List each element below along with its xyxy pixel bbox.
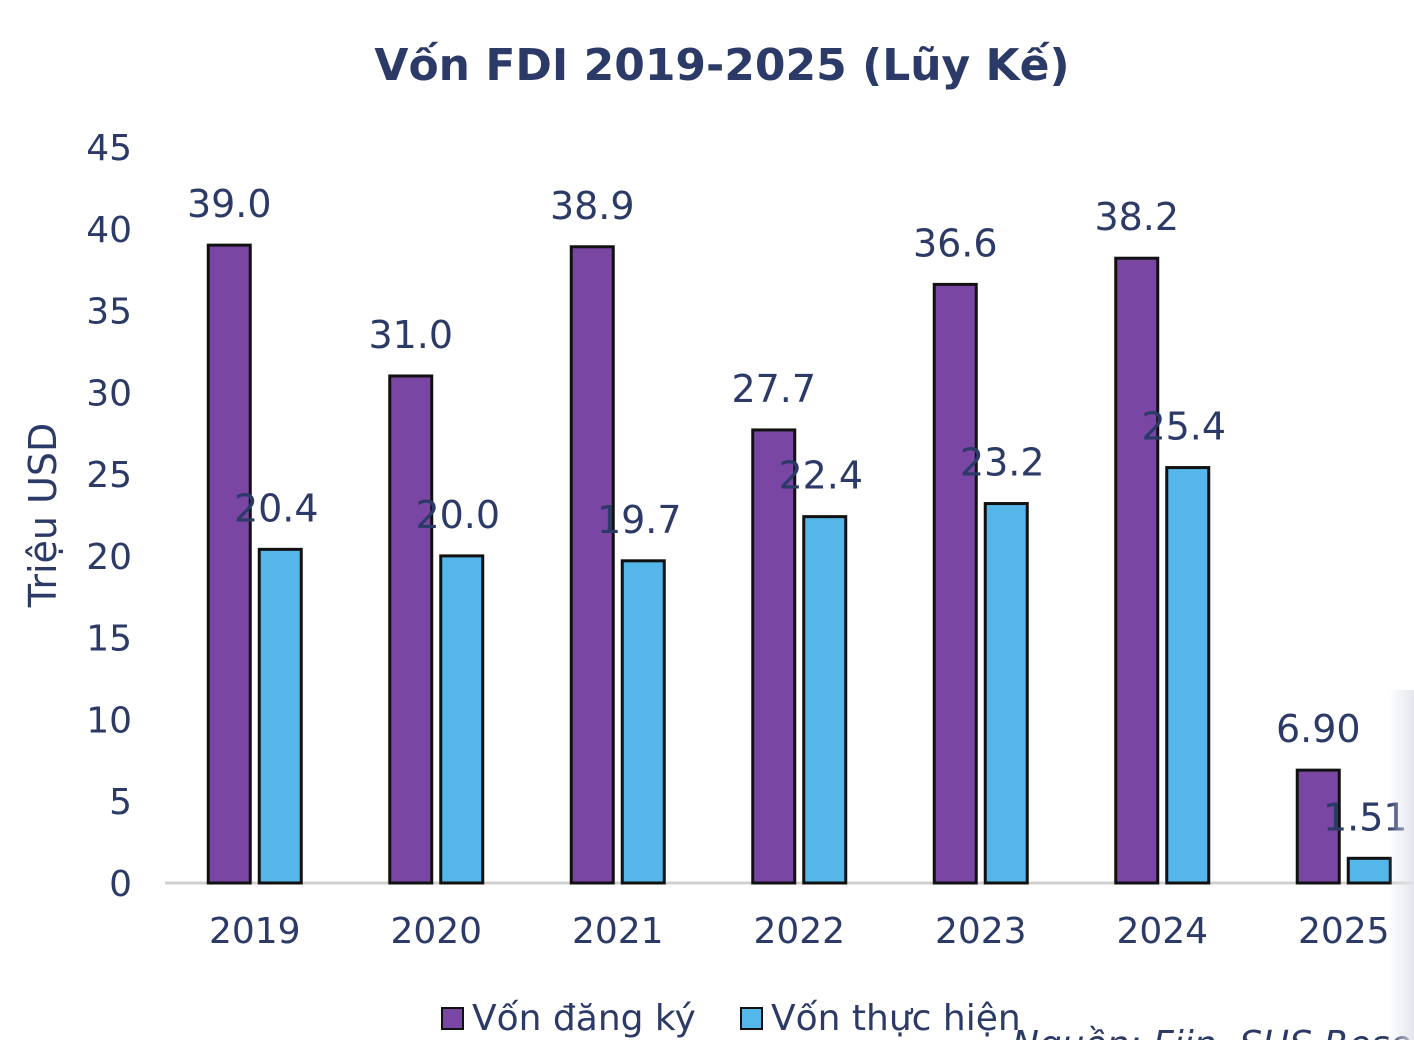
bar-disbursed [983, 502, 1029, 885]
bar-disbursed [620, 559, 666, 885]
x-tick-label: 2020 [390, 911, 482, 952]
y-tick-label: 10 [86, 700, 132, 741]
y-axis-label: Triệu USD [21, 423, 65, 609]
bar-disbursed [257, 547, 303, 885]
data-label-registered: 31.0 [368, 313, 453, 357]
y-tick-label: 25 [86, 455, 132, 496]
bar-registered [1295, 768, 1341, 885]
legend-swatch-disbursed [740, 1007, 763, 1030]
bar-group [206, 243, 1392, 885]
data-label-disbursed: 22.4 [778, 454, 863, 498]
data-label-registered: 38.9 [550, 184, 635, 228]
bar-registered [1114, 256, 1160, 885]
bar-registered [206, 243, 252, 885]
bar-registered [932, 282, 978, 885]
chart-title: Vốn FDI 2019-2025 (Lũy Kế) [374, 40, 1069, 91]
data-label-disbursed: 23.2 [960, 441, 1045, 485]
y-tick-group: 0 5 10 15 20 25 30 35 40 45 [86, 128, 132, 905]
bar-disbursed [1346, 856, 1392, 885]
bar-disbursed [802, 515, 848, 885]
bar-registered [388, 374, 434, 885]
y-tick-label: 5 [109, 782, 132, 823]
legend-label-disbursed: Vốn thực hiện [771, 998, 1021, 1039]
data-label-registered: 38.2 [1094, 195, 1179, 239]
data-label-registered: 39.0 [187, 182, 272, 226]
y-tick-label: 20 [86, 537, 132, 578]
legend-label-registered: Vốn đăng ký [472, 998, 696, 1039]
source-note: Nguồn: Fiin, SHS Resea [1012, 1024, 1414, 1040]
data-label-registered: 6.90 [1276, 707, 1361, 751]
x-tick-label: 2025 [1298, 911, 1390, 952]
x-tick-label: 2022 [753, 911, 845, 952]
x-tick-label: 2021 [572, 911, 664, 952]
bar-registered [751, 428, 797, 885]
y-tick-label: 45 [86, 128, 132, 169]
y-tick-label: 0 [109, 864, 132, 905]
x-tick-group: 2019 2020 2021 2022 2023 2024 2025 [209, 911, 1390, 952]
x-tick-label: 2024 [1116, 911, 1208, 952]
data-label-disbursed: 25.4 [1141, 405, 1226, 449]
y-tick-label: 15 [86, 619, 132, 660]
y-tick-label: 35 [86, 292, 132, 333]
legend-swatch-registered [441, 1007, 464, 1030]
data-label-registered: 27.7 [731, 367, 816, 411]
data-label-group: 39.0 20.4 31.0 20.0 38.9 19.7 27.7 22.4 36.6 23.2… [187, 182, 1408, 839]
right-edge-shadow [1388, 690, 1414, 1040]
data-label-disbursed: 20.4 [234, 486, 319, 530]
y-tick-label: 30 [86, 373, 132, 414]
data-label-disbursed: 19.7 [597, 498, 682, 542]
legend: Vốn đăng ký Vốn thực hiện [441, 998, 1021, 1039]
x-tick-label: 2019 [209, 911, 301, 952]
data-label-disbursed: 20.0 [415, 493, 500, 537]
bar-disbursed [1165, 466, 1211, 885]
y-tick-label: 40 [86, 210, 132, 251]
data-label-registered: 36.6 [913, 221, 998, 265]
x-tick-label: 2023 [935, 911, 1027, 952]
bar-registered [569, 245, 615, 885]
bar-disbursed [439, 554, 485, 885]
